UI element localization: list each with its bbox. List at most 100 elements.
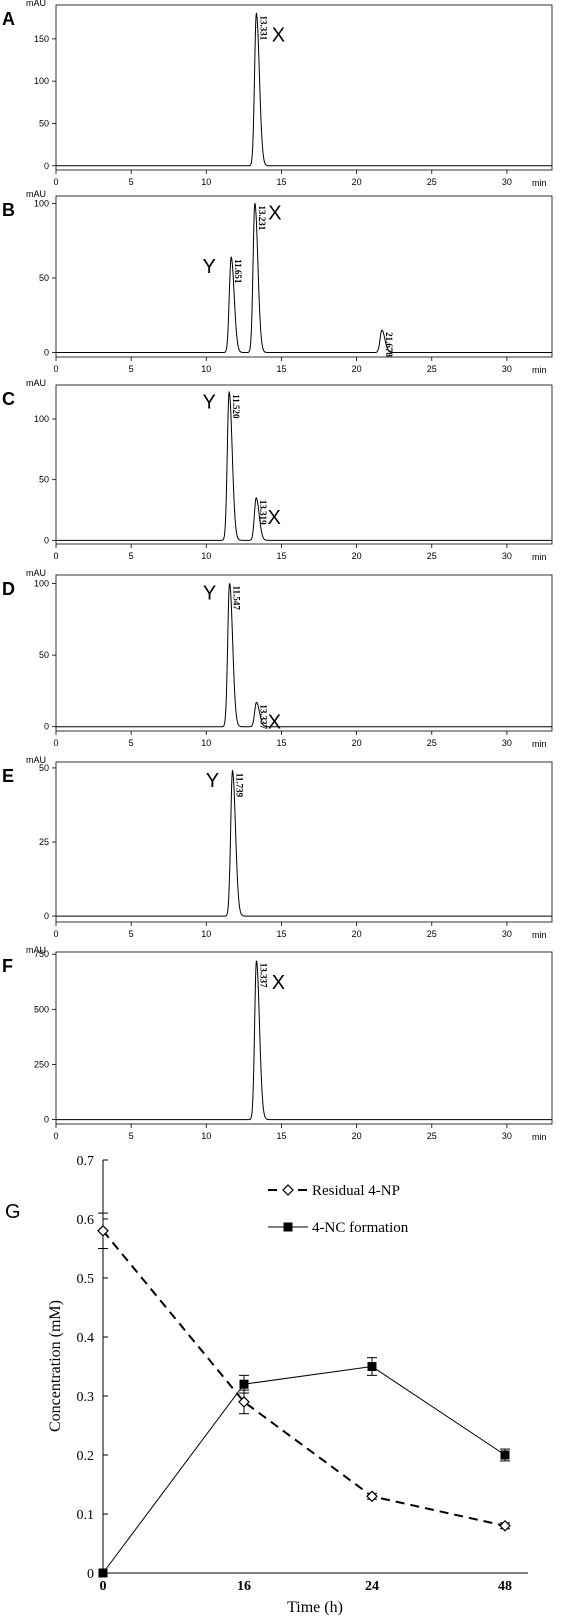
- x-tick-label-a: 30: [502, 177, 512, 187]
- x-tick-label-f: 0: [53, 1131, 58, 1141]
- x-tick-label-f: 5: [129, 1131, 134, 1141]
- peak-id-label-e: Y: [206, 770, 219, 792]
- x-tick-label-e: 20: [352, 929, 362, 939]
- panel-label-a: A: [2, 9, 15, 29]
- plot-frame-e: [55, 761, 553, 923]
- y-tick-label-g: 0.5: [77, 1272, 95, 1287]
- y-tick-label-c: 0: [44, 535, 49, 545]
- x-tick-label-d: 10: [201, 738, 211, 748]
- y-tick-label-g: 0.7: [77, 1154, 95, 1169]
- chromatogram-trace-e: [56, 768, 552, 917]
- y-tick-label-a: 100: [34, 76, 49, 86]
- y-tick-label-c: 50: [39, 475, 49, 485]
- plot-frame-f: [55, 951, 553, 1125]
- legend-label-4nc-formation: 4-NC formation: [312, 1220, 409, 1236]
- x-tick-label-b: 30: [502, 364, 512, 374]
- x-tick-label-c: 20: [352, 551, 362, 561]
- chromatogram-trace-c: [56, 390, 552, 541]
- x-tick-label-c: 10: [201, 551, 211, 561]
- x-tick-label-d: 25: [427, 738, 437, 748]
- chromatogram-trace-d: [56, 583, 552, 728]
- y-tick-label-a: 150: [34, 34, 49, 44]
- y-tick-label-b: 0: [44, 348, 49, 358]
- data-point-residual-4np: [366, 1490, 378, 1503]
- chromatogram-trace-b: [56, 202, 552, 353]
- x-tick-label-d: 20: [352, 738, 362, 748]
- y-tick-label-b: 50: [39, 273, 49, 283]
- y-unit-c: mAU: [26, 378, 46, 388]
- x-unit-e: min: [532, 930, 547, 940]
- x-tick-label-g: 16: [237, 1579, 251, 1594]
- peak-rt-label-a: 13.331: [258, 15, 268, 40]
- legend-label-residual-4np: Residual 4-NP: [312, 1183, 400, 1199]
- plot-frame-b: [55, 195, 553, 358]
- legend-g: Residual 4-NP 4-NC formation: [268, 1183, 409, 1236]
- data-point-4nc-formation: [98, 1568, 108, 1578]
- y-tick-label-e: 0: [44, 911, 49, 921]
- x-tick-label-e: 0: [53, 929, 58, 939]
- data-point-residual-4np: [499, 1519, 511, 1532]
- panel-label-c: C: [2, 389, 15, 409]
- data-point-4nc-formation: [500, 1450, 510, 1460]
- y-tick-label-g: 0.4: [77, 1331, 95, 1346]
- x-tick-label-e: 15: [276, 929, 286, 939]
- peak-rt-label-b: 21.678: [384, 332, 394, 357]
- panel-label-e: E: [2, 766, 14, 786]
- data-point-residual-4np: [97, 1224, 109, 1237]
- x-tick-label-f: 30: [502, 1131, 512, 1141]
- x-tick-label-e: 5: [129, 929, 134, 939]
- x-tick-label-b: 0: [53, 364, 58, 374]
- x-tick-label-b: 20: [352, 364, 362, 374]
- peak-id-label-a: X: [272, 24, 285, 46]
- y-tick-label-g: 0.3: [77, 1390, 95, 1405]
- x-tick-label-b: 25: [427, 364, 437, 374]
- y-unit-d: mAU: [26, 568, 46, 578]
- peak-rt-label-d: 11.547: [232, 586, 242, 611]
- series-line-4nc-formation: [102, 1365, 506, 1574]
- x-tick-label-f: 25: [427, 1131, 437, 1141]
- peak-rt-label-c: 13.319: [258, 500, 268, 525]
- peak-rt-label-d: 13.337: [258, 704, 268, 729]
- x-tick-label-d: 30: [502, 738, 512, 748]
- y-tick-label-e: 25: [39, 837, 49, 847]
- x-tick-label-d: 0: [53, 738, 58, 748]
- y-tick-label-g: 0: [87, 1567, 94, 1582]
- data-point-4nc-formation: [367, 1362, 377, 1371]
- x-unit-a: min: [532, 178, 547, 188]
- peak-id-label-d: X: [268, 711, 281, 733]
- panel-label-g: G: [5, 1201, 21, 1223]
- x-tick-label-b: 10: [201, 364, 211, 374]
- peak-id-label-c: Y: [202, 391, 215, 413]
- x-unit-b: min: [532, 365, 547, 375]
- panel-label-d: D: [2, 579, 15, 599]
- peak-rt-label-f: 13.337: [258, 963, 268, 988]
- x-tick-label-g: 24: [365, 1579, 379, 1594]
- y-tick-label-g: 0.1: [77, 1508, 95, 1523]
- x-tick-label-g: 0: [100, 1579, 107, 1594]
- x-tick-label-b: 15: [276, 364, 286, 374]
- x-tick-label-a: 20: [352, 177, 362, 187]
- y-tick-label-a: 50: [39, 118, 49, 128]
- y-tick-label-b: 100: [34, 198, 49, 208]
- chromatogram-trace-a: [56, 12, 552, 167]
- x-tick-label-a: 15: [276, 177, 286, 187]
- x-tick-label-b: 5: [129, 364, 134, 374]
- y-axis-title-g: Concentration (mM): [47, 1300, 64, 1432]
- peak-rt-label-c: 11.520: [231, 394, 241, 419]
- panel-g: G 0 0.1 0.2 0.3 0.4 0.5 0.6 0.7 0 16 24 48 Time (h) Co…: [5, 1154, 528, 1616]
- y-tick-label-c: 100: [34, 414, 49, 424]
- x-tick-label-d: 15: [276, 738, 286, 748]
- peak-rt-label-b: 11.651: [233, 259, 243, 284]
- x-tick-label-c: 30: [502, 551, 512, 561]
- peak-rt-label-e: 11.739: [234, 773, 244, 798]
- panel-label-b: B: [2, 200, 15, 220]
- peak-id-label-d: Y: [203, 583, 216, 605]
- x-tick-label-a: 25: [427, 177, 437, 187]
- x-axis-title-g: Time (h): [287, 1599, 343, 1616]
- plot-frame-d: [55, 574, 553, 732]
- y-tick-label-g: 0.2: [77, 1449, 95, 1464]
